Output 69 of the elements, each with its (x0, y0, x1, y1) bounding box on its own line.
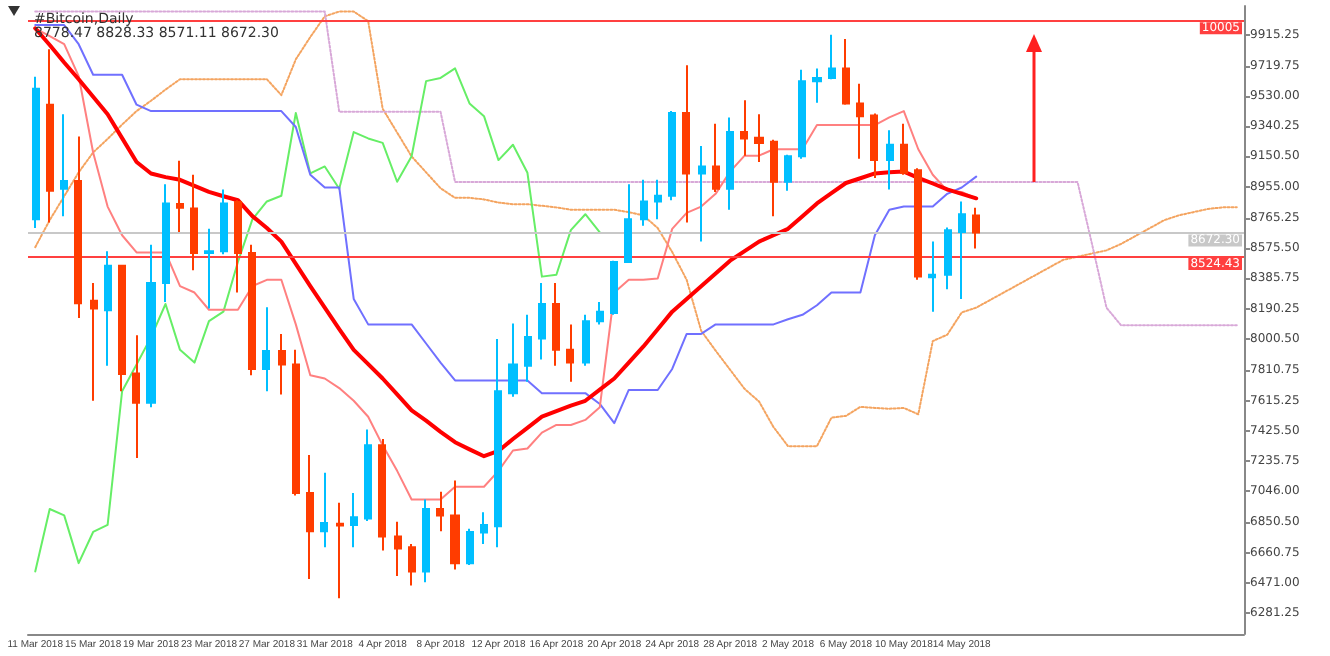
candlestick (234, 199, 242, 294)
line-series (34, 67, 601, 573)
candlestick (928, 240, 936, 313)
candlestick (508, 322, 518, 398)
candlestick (770, 138, 778, 218)
line-series (34, 10, 1238, 327)
candlestick (480, 511, 488, 546)
candlestick (132, 334, 140, 460)
candlestick (74, 135, 82, 320)
candlestick (842, 38, 850, 106)
line-series (34, 10, 1238, 448)
candlestick (886, 129, 894, 191)
candlestick (538, 281, 546, 361)
candlestick (104, 250, 112, 367)
candlestick (640, 178, 648, 227)
candlestick (812, 67, 822, 104)
candlestick (292, 348, 300, 497)
candlestick (828, 33, 836, 81)
candlestick (146, 243, 156, 409)
candlestick (278, 332, 286, 396)
candlestick (350, 492, 358, 549)
candlestick (306, 453, 314, 581)
candlestick (394, 520, 402, 577)
candlestick (900, 122, 908, 176)
candlestick (754, 113, 764, 164)
candlestick (726, 116, 734, 211)
candlestick (422, 498, 430, 584)
candlestick (450, 479, 460, 571)
candlestick (582, 313, 590, 367)
candlestick (712, 122, 720, 193)
candlestick (176, 159, 184, 234)
candlestick (654, 178, 662, 221)
candlestick (494, 338, 502, 549)
candlestick (408, 543, 416, 587)
candlestick (262, 306, 270, 393)
candlestick (364, 428, 372, 522)
candlestick (220, 188, 228, 256)
candlestick (466, 527, 474, 567)
candlestick (60, 113, 68, 218)
candlestick (320, 471, 328, 549)
candlestick (870, 112, 878, 179)
candlestick (914, 167, 922, 281)
candlestick (740, 99, 748, 157)
candlestick (524, 313, 532, 383)
candlestick (46, 48, 54, 224)
candlestick (944, 226, 952, 291)
candlestick (336, 501, 344, 600)
candlestick (784, 153, 792, 192)
candlestick (566, 323, 574, 383)
candlestick (552, 281, 560, 367)
candlestick (32, 75, 40, 230)
candlestick (90, 281, 98, 402)
candlestick (610, 259, 618, 316)
candlestick (248, 243, 256, 377)
candlestick (856, 82, 864, 160)
candlestick (204, 227, 214, 310)
candlestick (798, 68, 806, 160)
candlestick (958, 200, 966, 300)
candlestick (668, 110, 676, 202)
candlestick (162, 183, 170, 304)
candlestick (682, 64, 690, 224)
candlestick (596, 301, 604, 326)
candlestick (190, 173, 198, 272)
candlestick (436, 490, 444, 533)
candlestick (118, 263, 126, 393)
candlestick (698, 145, 706, 243)
candlestick (378, 437, 386, 552)
candlestick (972, 206, 980, 250)
candlestick (624, 183, 632, 265)
